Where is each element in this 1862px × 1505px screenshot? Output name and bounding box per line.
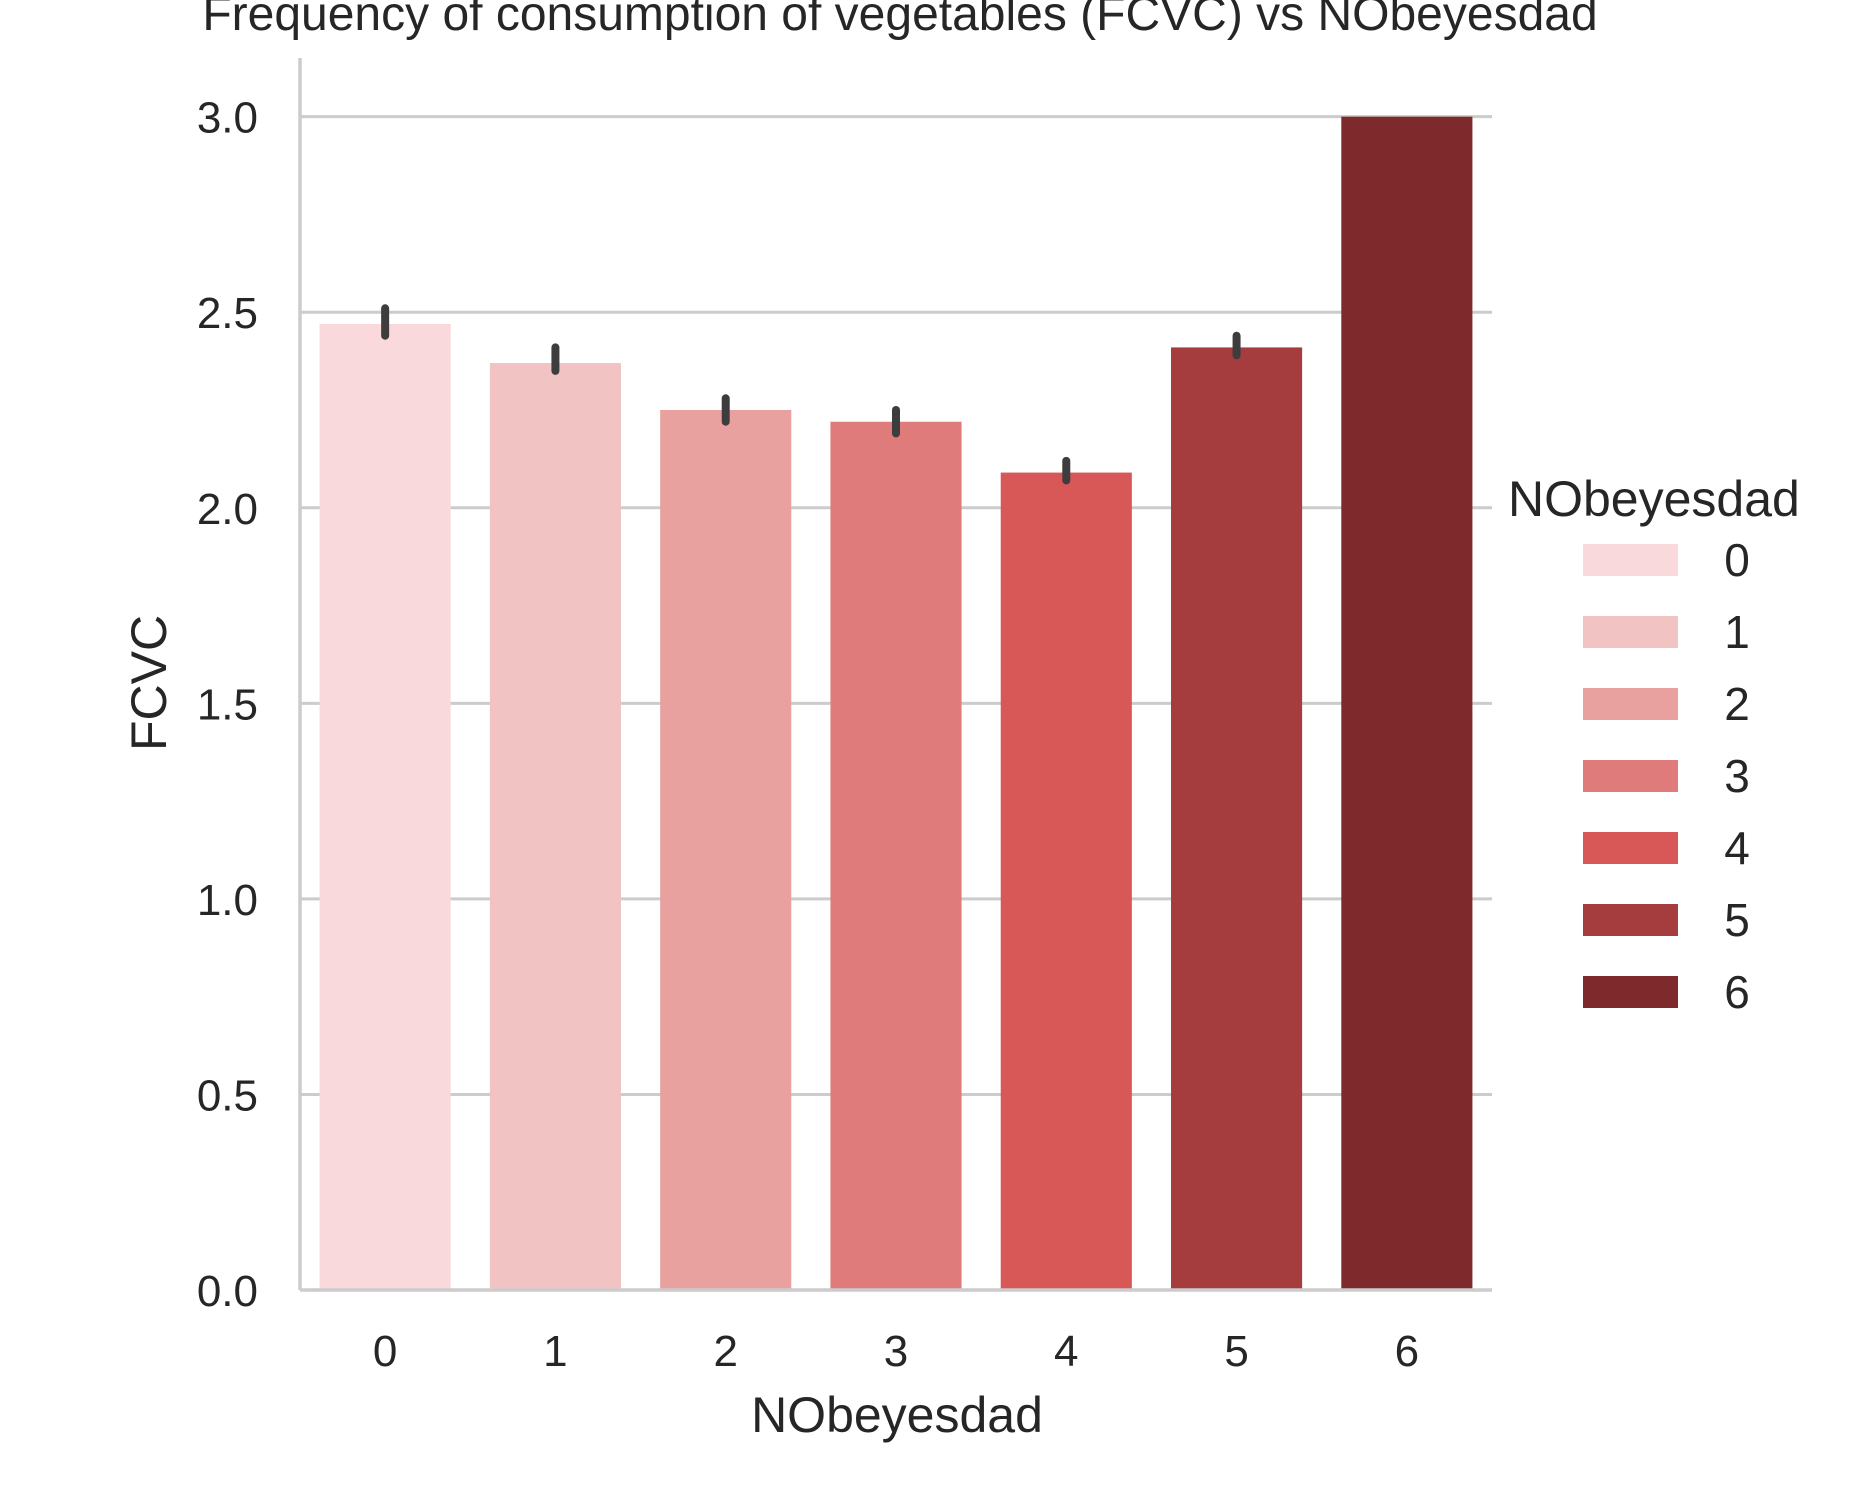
legend-label-6: 6 (1724, 966, 1750, 1018)
legend-title: NObeyesdad (1508, 471, 1800, 527)
y-tick-labels: 0.0 0.5 1.0 1.5 2.0 2.5 3.0 (197, 94, 258, 1316)
y-tick-label: 3.0 (197, 94, 258, 143)
bar-5 (1171, 347, 1303, 1290)
y-tick-label: 2.5 (197, 289, 258, 338)
legend-label-1: 1 (1724, 606, 1750, 658)
y-axis-title: FCVC (121, 615, 177, 751)
legend-swatch-1 (1583, 616, 1678, 648)
legend-swatch-3 (1583, 760, 1678, 792)
x-axis-title: NObeyesdad (751, 1387, 1043, 1443)
legend-label-4: 4 (1724, 822, 1750, 874)
legend-swatch-6 (1583, 976, 1678, 1008)
x-tick-label: 0 (373, 1327, 397, 1376)
legend-swatch-4 (1583, 832, 1678, 864)
legend-label-2: 2 (1724, 678, 1750, 730)
x-tick-labels: 0 1 2 3 4 5 6 (373, 1327, 1419, 1376)
x-tick-label: 1 (543, 1327, 567, 1376)
legend: NObeyesdad 0 1 2 3 4 5 6 (1508, 471, 1800, 1018)
bar-0 (319, 323, 451, 1290)
x-tick-label: 2 (713, 1327, 737, 1376)
legend-label-5: 5 (1724, 894, 1750, 946)
bar-2 (660, 410, 792, 1290)
bar-4 (1000, 472, 1132, 1291)
y-tick-label: 0.0 (197, 1267, 258, 1316)
bars (319, 116, 1473, 1291)
y-tick-label: 1.0 (197, 876, 258, 925)
legend-swatch-0 (1583, 544, 1678, 576)
x-tick-label: 5 (1224, 1327, 1248, 1376)
bar-6 (1341, 116, 1473, 1291)
y-tick-label: 1.5 (197, 680, 258, 729)
chart-title: Frequency of consumption of vegetables (… (202, 0, 1597, 41)
y-tick-label: 0.5 (197, 1071, 258, 1120)
legend-label-0: 0 (1724, 534, 1750, 586)
bar-1 (489, 363, 621, 1291)
legend-label-3: 3 (1724, 750, 1750, 802)
axes (298, 58, 1492, 1292)
y-tick-label: 2.0 (197, 485, 258, 534)
legend-swatch-2 (1583, 688, 1678, 720)
x-tick-label: 4 (1054, 1327, 1078, 1376)
x-tick-label: 6 (1395, 1327, 1419, 1376)
x-tick-label: 3 (884, 1327, 908, 1376)
bar-3 (830, 421, 962, 1290)
error-bars (381, 304, 1241, 485)
legend-swatch-5 (1583, 904, 1678, 936)
